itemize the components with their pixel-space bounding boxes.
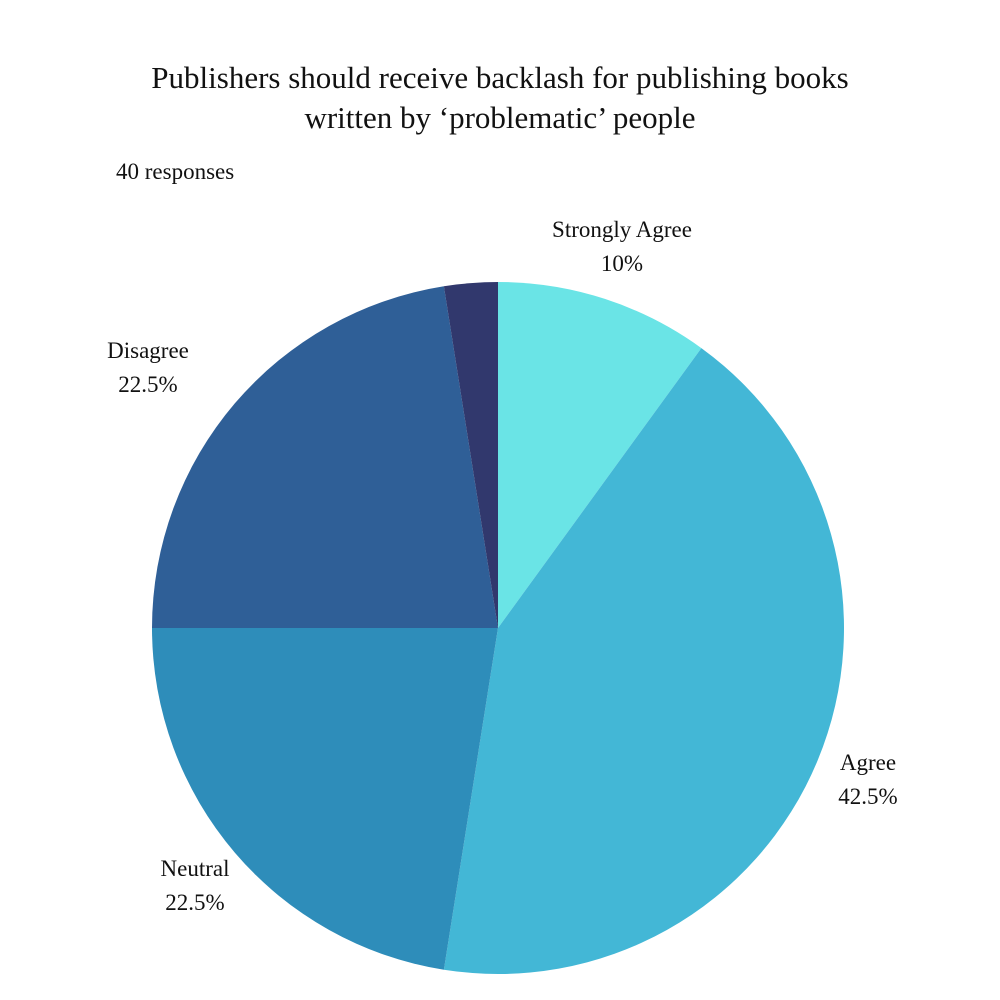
slice-value-strongly-agree: 10%	[601, 251, 643, 276]
slice-label-neutral: Neutral	[161, 856, 230, 881]
pie-slice-disagree	[152, 286, 498, 628]
responses-count: 40 responses	[116, 159, 235, 184]
pie-slice-agree	[443, 348, 844, 974]
pie-labels: Strongly Agree 10% Agree 42.5% Neutral 22.5% D…	[107, 217, 898, 915]
slice-label-strongly-agree: Strongly Agree	[552, 217, 692, 242]
slice-value-disagree: 22.5%	[118, 372, 177, 397]
pie-slice-unlabeled	[443, 282, 498, 628]
pie-slice-neutral	[152, 628, 498, 970]
pie-slice-strongly-agree	[498, 282, 702, 628]
slice-value-neutral: 22.5%	[165, 890, 224, 915]
slice-label-agree: Agree	[840, 750, 896, 775]
chart-title-line-1: Publishers should receive backlash for p…	[151, 60, 849, 95]
chart-title-line-2: written by ‘problematic’ people	[304, 100, 696, 135]
pie-slices	[152, 282, 844, 974]
chart-title: Publishers should receive backlash for p…	[0, 58, 1000, 138]
slice-value-agree: 42.5%	[838, 784, 897, 809]
slice-label-disagree: Disagree	[107, 338, 189, 363]
